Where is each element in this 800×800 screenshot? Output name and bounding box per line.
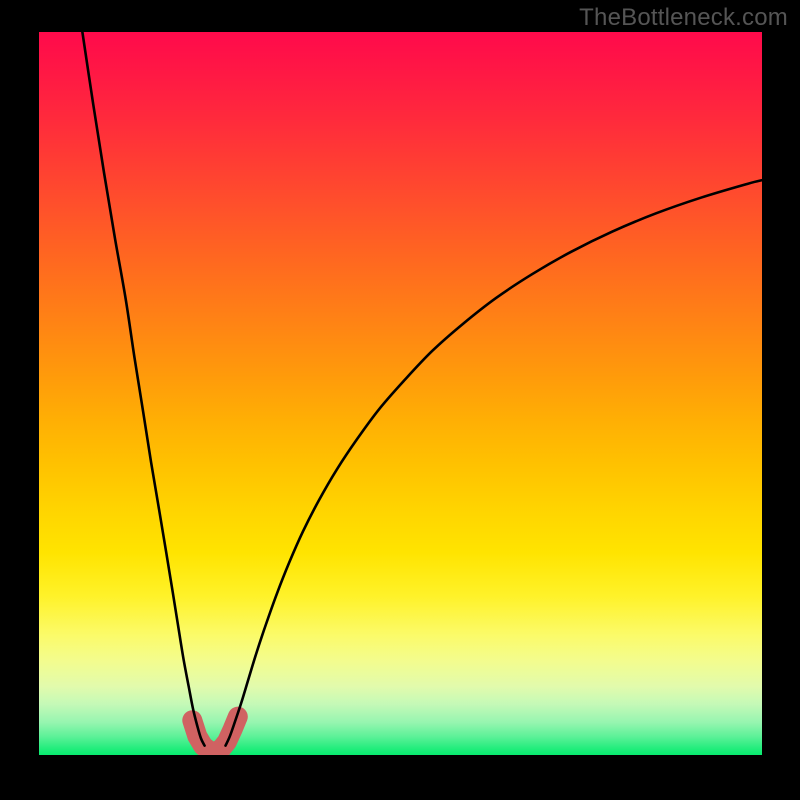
chart-container: TheBottleneck.com bbox=[0, 0, 800, 800]
watermark-text: TheBottleneck.com bbox=[579, 4, 788, 32]
plot-background bbox=[39, 32, 762, 755]
bottleneck-chart bbox=[0, 0, 800, 800]
